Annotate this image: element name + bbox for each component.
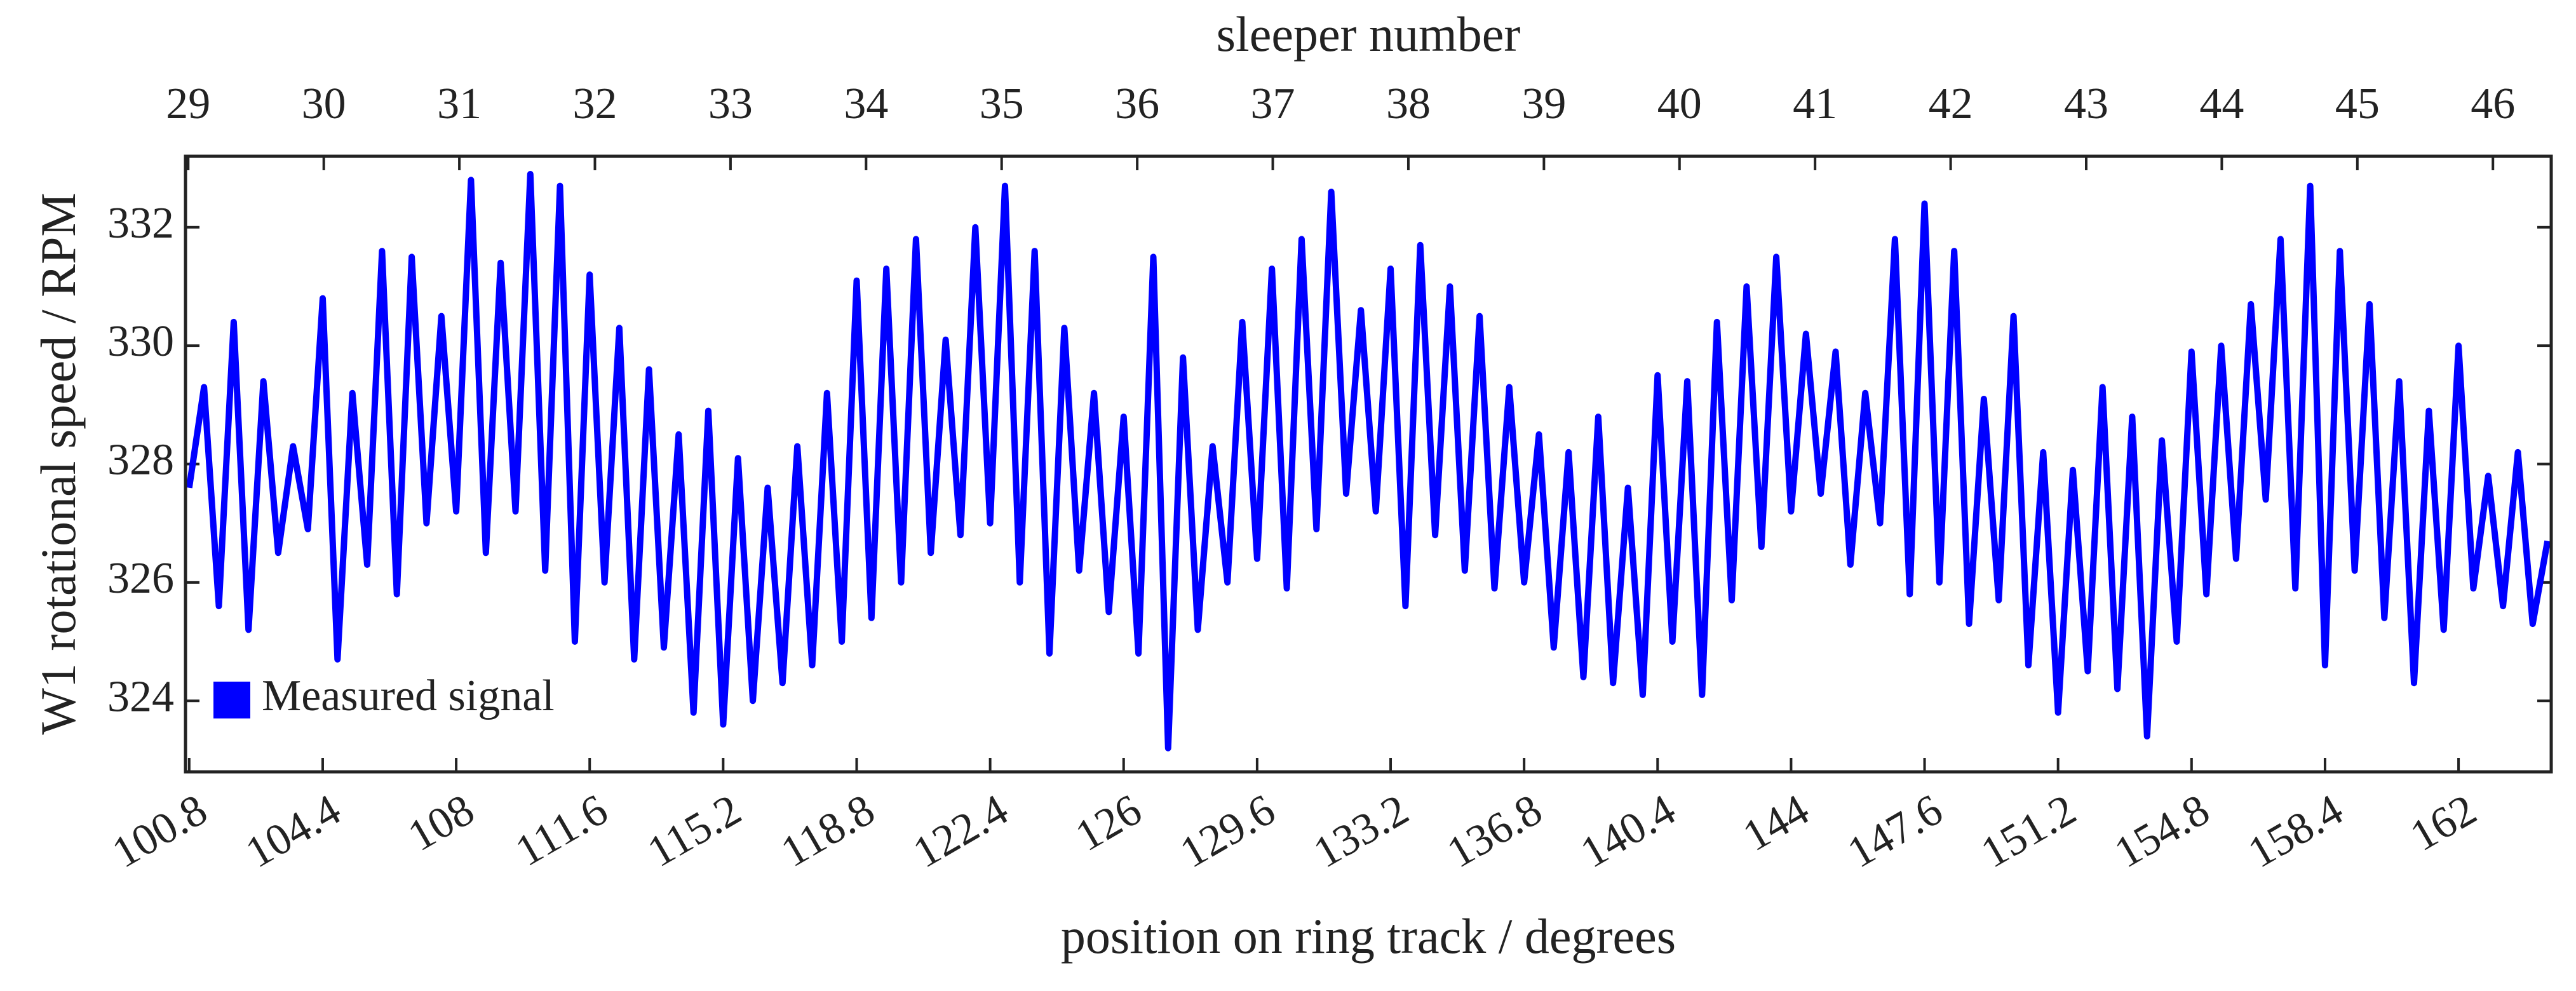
- y-tick-label: 330: [107, 317, 174, 366]
- x-tick-label: 100.8: [104, 785, 215, 877]
- x-axis-label: position on ring track / degrees: [1061, 908, 1676, 964]
- x-tick-label: 147.6: [1840, 785, 1951, 877]
- x-tick-label: 133.2: [1305, 785, 1417, 877]
- x-tick-label: 144: [1735, 785, 1817, 861]
- x-tick-label: 122.4: [905, 785, 1016, 877]
- x-tick-label: 126: [1067, 785, 1149, 861]
- x-tick-label: 129.6: [1172, 785, 1283, 877]
- x2-tick-label: 44: [2199, 79, 2244, 128]
- x-tick-label: 111.6: [508, 785, 616, 876]
- x2-tick-label: 45: [2335, 79, 2380, 128]
- x2-tick-label: 36: [1115, 79, 1159, 128]
- x2-tick-label: 40: [1657, 79, 1702, 128]
- y-tick-label: 326: [107, 554, 174, 603]
- x2-tick-label: 41: [1793, 79, 1837, 128]
- plot-frame: [184, 154, 2553, 774]
- x-tick-label: 118.8: [773, 785, 883, 877]
- x-tick-label: 158.4: [2240, 785, 2351, 877]
- y-axis-label: W1 rotational speed / RPM: [30, 192, 86, 735]
- x-tick-label: 162: [2403, 785, 2485, 861]
- legend-swatch: [213, 682, 250, 718]
- y-tick-label: 332: [107, 199, 174, 248]
- x2-tick-label: 33: [708, 79, 753, 128]
- x-tick-label: 140.4: [1572, 785, 1683, 877]
- x2-tick-label: 37: [1251, 79, 1295, 128]
- x2-tick-label: 31: [437, 79, 482, 128]
- x2-tick-label: 29: [166, 79, 210, 128]
- x2-tick-label: 43: [2064, 79, 2108, 128]
- x2-tick-label: 42: [1929, 79, 1973, 128]
- x-tick-label: 151.2: [1973, 785, 2084, 877]
- x-tick-label: 154.8: [2107, 785, 2218, 877]
- y-tick-label: 328: [107, 436, 174, 485]
- x-tick-label: 115.2: [640, 785, 750, 877]
- legend-label: Measured signal: [262, 671, 555, 720]
- x2-axis-label: sleeper number: [1217, 6, 1521, 62]
- x2-tick-label: 39: [1521, 79, 1566, 128]
- y-tick-label: 324: [107, 672, 174, 721]
- signal-line: [185, 171, 2551, 752]
- x-tick-label: 136.8: [1439, 785, 1550, 877]
- x-tick-label: 108: [400, 785, 482, 861]
- x2-tick-label: 38: [1386, 79, 1431, 128]
- x-tick-label: 104.4: [238, 785, 349, 877]
- x2-tick-label: 34: [844, 79, 888, 128]
- x2-tick-label: 32: [572, 79, 617, 128]
- x2-tick-label: 35: [980, 79, 1024, 128]
- x2-tick-label: 30: [302, 79, 346, 128]
- x2-tick-label: 46: [2471, 79, 2515, 128]
